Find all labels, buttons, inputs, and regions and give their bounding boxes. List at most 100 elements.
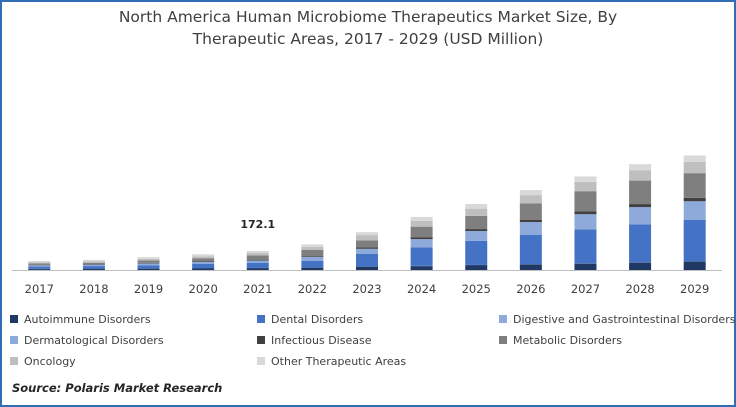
bar-segment-2019-0 [137, 268, 160, 270]
bar-segment-2022-1 [301, 267, 324, 268]
legend-swatch-digestive [499, 315, 507, 323]
bar-segment-2026-1 [519, 264, 542, 265]
x-tick-label-2024: 2024 [407, 282, 436, 296]
bar-segment-2023-5 [356, 240, 378, 248]
x-tick-label-2020: 2020 [189, 282, 218, 296]
bar-segment-2023-1 [356, 266, 378, 267]
chart-title-line-1: North America Human Microbiome Therapeut… [118, 8, 618, 26]
chart-title-line-2: Therapeutic Areas, 2017 - 2029 (USD Mill… [192, 30, 544, 48]
bar-segment-2026-6 [519, 195, 542, 204]
bar-segment-2022-4 [301, 256, 324, 257]
bar-segment-2025-5 [465, 215, 488, 230]
bar-segment-2022-5 [301, 250, 324, 257]
bar-segment-2029-0 [683, 262, 706, 270]
bar-segment-2024-0 [410, 266, 433, 270]
chart-title: North America Human Microbiome Therapeut… [0, 6, 736, 50]
legend-swatch-infectious [257, 336, 265, 344]
legend-label-dental: Dental Disorders [271, 312, 364, 326]
bar-segment-2020-0 [192, 268, 215, 270]
bar-segment-2027-4 [574, 211, 597, 215]
x-tick-label-2029: 2029 [680, 282, 709, 296]
bar-segment-2027-1 [574, 263, 597, 264]
legend-label-oncology: Oncology [24, 354, 76, 368]
bar-segment-2022-2 [301, 261, 324, 268]
bar-segment-2020-1 [192, 268, 215, 269]
legend-label-other: Other Therapeutic Areas [271, 354, 407, 368]
legend-item-autoimmune: Autoimmune Disorders [10, 311, 151, 327]
bar-segment-2019-3 [137, 263, 160, 266]
bar-segment-2017-7 [28, 261, 51, 263]
bar-segment-2029-6 [683, 161, 706, 174]
bar-segment-2028-1 [629, 262, 652, 263]
bar-segment-2028-4 [629, 204, 652, 208]
bar-segment-2026-7 [519, 190, 542, 196]
bar-segment-2025-0 [465, 265, 488, 270]
bar-segment-2026-2 [519, 235, 542, 265]
bar-segment-2026-0 [519, 264, 542, 270]
x-tick-label-2027: 2027 [571, 282, 600, 296]
bar-segment-2027-3 [574, 214, 597, 230]
bar-segment-2017-0 [28, 269, 51, 270]
bar-segment-2023-2 [356, 254, 378, 267]
bar-segment-2020-7 [192, 254, 215, 257]
x-tick-label-2017: 2017 [25, 282, 54, 296]
bar-segment-2025-6 [465, 208, 488, 216]
bar-segment-2028-6 [629, 170, 652, 181]
bar-segment-2021-5 [246, 255, 269, 260]
bar-segment-2029-4 [683, 197, 706, 202]
bar-segment-2021-1 [246, 267, 269, 269]
bar-segment-2021-2 [246, 263, 269, 268]
bar-segment-2029-3 [683, 201, 706, 220]
bar-segment-2017-3 [28, 265, 51, 267]
legend-label-infectious: Infectious Disease [271, 333, 372, 347]
bar-segment-2023-7 [356, 232, 378, 236]
bar-segment-2027-5 [574, 191, 597, 212]
x-tick-label-2022: 2022 [298, 282, 327, 296]
bar-segment-2023-4 [356, 247, 378, 249]
bar-segment-2026-4 [519, 219, 542, 223]
bar-segment-2017-6 [28, 262, 51, 264]
bar-segment-2019-5 [137, 260, 160, 263]
x-tick-label-2028: 2028 [625, 282, 654, 296]
bar-segment-2024-3 [410, 239, 433, 248]
bar-segment-2018-1 [82, 268, 105, 270]
bar-segment-2023-3 [356, 248, 378, 254]
bar-segment-2023-6 [356, 235, 378, 241]
bar-segment-2021-4 [246, 259, 269, 261]
bar-segment-2020-2 [192, 264, 215, 269]
bar-segment-2022-6 [301, 246, 324, 250]
bar-segment-2017-4 [28, 264, 51, 266]
x-tick-label-2018: 2018 [79, 282, 108, 296]
bar-segment-2028-0 [629, 262, 652, 270]
legend-swatch-dental [257, 315, 265, 323]
bar-segment-2020-6 [192, 256, 215, 259]
bar-segment-2019-1 [137, 268, 160, 269]
legend-swatch-other [257, 357, 265, 365]
bar-segment-2029-2 [683, 219, 706, 262]
bar-segment-2019-7 [137, 257, 160, 259]
bar-segment-2020-3 [192, 262, 215, 264]
bar-segment-2021-7 [246, 250, 269, 253]
bar-segment-2018-4 [82, 264, 105, 265]
bar-segment-2024-6 [410, 220, 433, 227]
bar-segment-2022-7 [301, 244, 324, 247]
bar-segment-2028-7 [629, 164, 652, 171]
bar-segment-2025-3 [465, 231, 488, 241]
bar-segment-2024-1 [410, 265, 433, 267]
bar-segment-2019-4 [137, 262, 160, 264]
bar-segment-2021-0 [246, 268, 269, 270]
bar-segment-2017-1 [28, 268, 51, 270]
x-tick-label-2019: 2019 [134, 282, 163, 296]
bar-segment-2024-2 [410, 247, 433, 266]
x-tick-label-2023: 2023 [352, 282, 381, 296]
bar-segment-2019-2 [137, 265, 160, 269]
legend-item-infectious: Infectious Disease [257, 332, 371, 348]
bar-segment-2028-5 [629, 180, 652, 205]
bar-segment-2018-6 [82, 261, 105, 263]
legend-label-digestive: Digestive and Gastrointestinal Disorders [513, 312, 736, 326]
legend-swatch-dermatological [10, 336, 18, 344]
bar-segment-2024-5 [410, 226, 433, 238]
bar-segment-2027-0 [574, 263, 597, 270]
